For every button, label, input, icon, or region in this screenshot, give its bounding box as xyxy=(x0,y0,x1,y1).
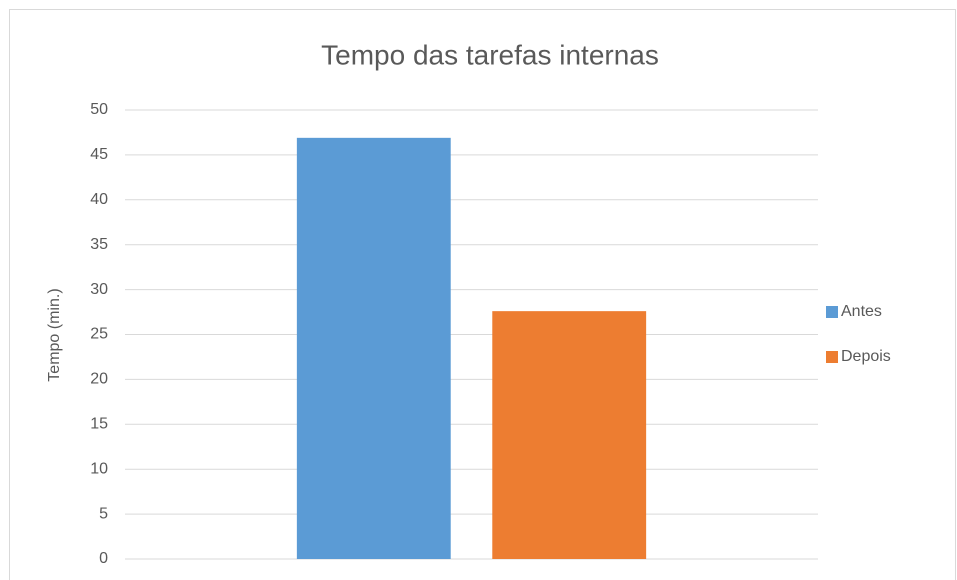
y-tick-label: 5 xyxy=(99,505,108,522)
y-tick-label: 35 xyxy=(90,236,108,253)
y-tick-label: 20 xyxy=(90,371,108,388)
y-tick-label: 45 xyxy=(90,146,108,163)
y-tick-label: 40 xyxy=(90,191,108,208)
y-tick-label: 0 xyxy=(99,550,108,567)
legend-swatch xyxy=(826,351,838,363)
bar xyxy=(296,137,451,559)
y-tick-label: 50 xyxy=(90,101,108,118)
legend-swatch xyxy=(826,306,838,318)
y-tick-label: 10 xyxy=(90,460,108,477)
legend-label: Depois xyxy=(841,348,891,365)
chart-border xyxy=(9,9,956,580)
y-axis-label: Tempo (min.) xyxy=(46,288,63,381)
bar xyxy=(492,311,647,559)
y-tick-label: 15 xyxy=(90,416,108,433)
legend-label: Antes xyxy=(841,303,882,320)
chart-title: Tempo das tarefas internas xyxy=(321,39,659,70)
y-tick-label: 30 xyxy=(90,281,108,298)
y-tick-label: 25 xyxy=(90,326,108,343)
